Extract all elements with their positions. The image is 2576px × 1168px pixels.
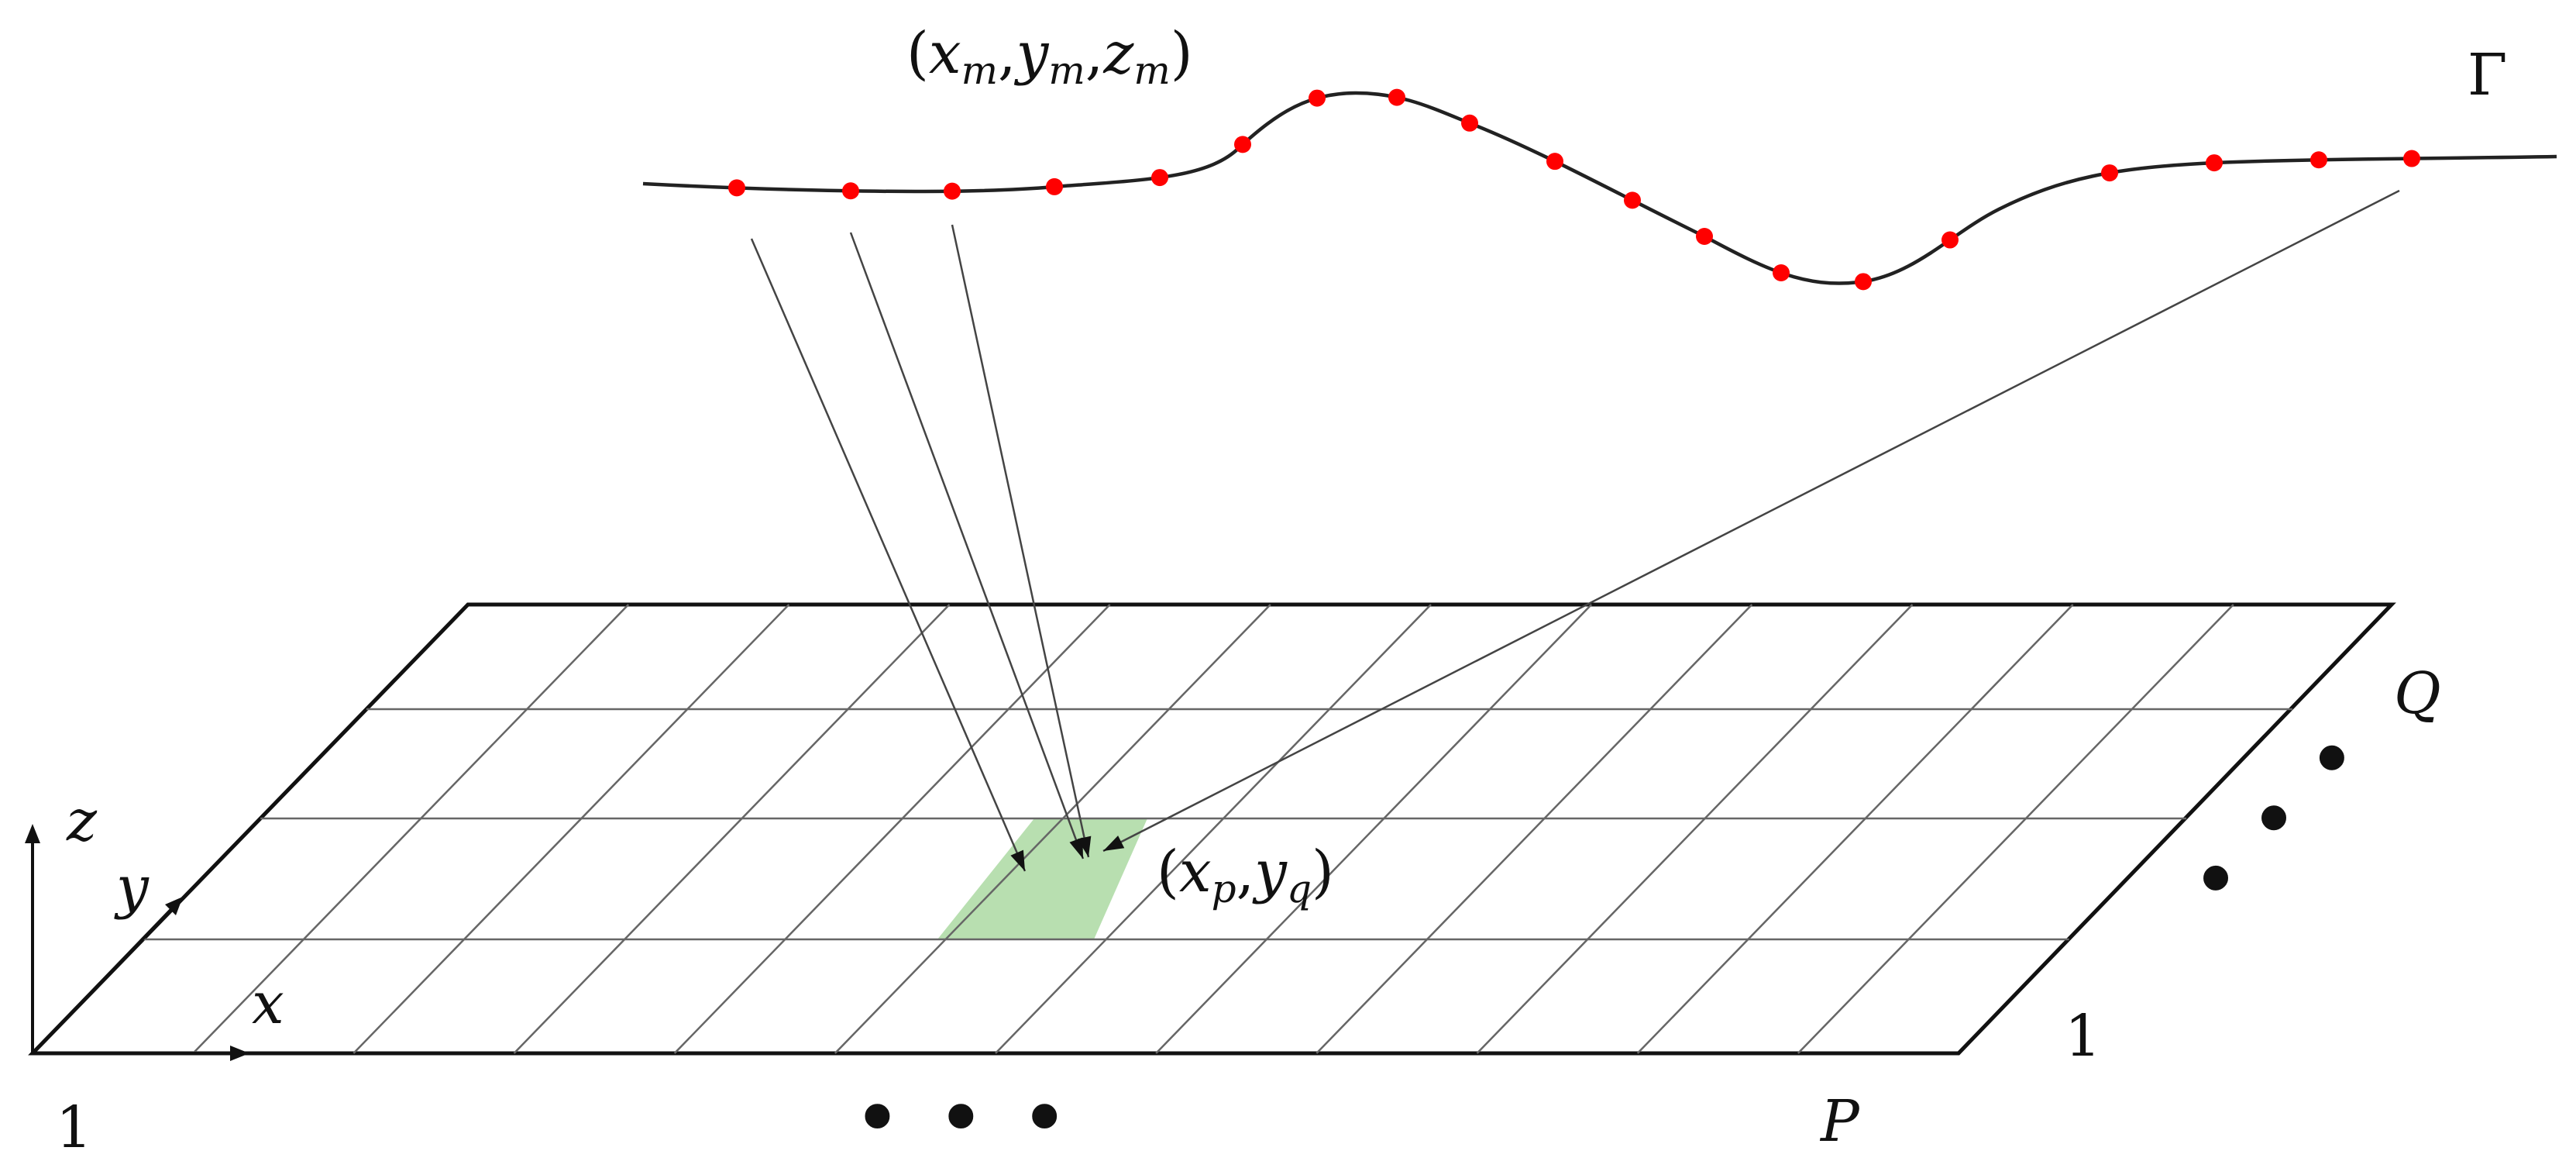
- curve-sample-point: [2309, 151, 2327, 169]
- curve-sample-point: [1308, 89, 1326, 107]
- x-ellipsis: • • •: [852, 1069, 1073, 1168]
- projection-ray-arrowhead: [1069, 837, 1083, 859]
- grid-column-line: [1797, 604, 2234, 1054]
- y-start-label: 1: [2065, 1003, 2102, 1070]
- grid-column-line: [995, 604, 1432, 1054]
- curve-point-label: (xm,ym,zm): [906, 20, 1193, 93]
- curve-sample-point: [1045, 177, 1063, 195]
- curve-sample-point: [727, 179, 745, 197]
- curve-sample-point: [841, 182, 859, 200]
- curve-sample-point: [1388, 88, 1405, 106]
- axes: [25, 824, 249, 1061]
- grid-lines: [143, 604, 2292, 1054]
- curve-sample-point: [1695, 227, 1713, 245]
- grid-column-line: [1476, 604, 1914, 1054]
- cell-label: (xp,yq): [1157, 839, 1334, 911]
- grid-column-line: [1636, 604, 2074, 1054]
- grid-column-line: [1155, 604, 1593, 1054]
- curve-sample-points: [727, 88, 2420, 291]
- x-end-label: P: [1821, 1088, 1859, 1155]
- projection-ray: [951, 224, 1090, 858]
- projection-ray-arrowhead: [1077, 836, 1092, 857]
- projection-rays: [750, 189, 2400, 872]
- curve-sample-point: [943, 182, 961, 200]
- y-axis-arrowhead: [165, 897, 183, 915]
- curve-sample-point: [1941, 231, 1959, 249]
- curve-sample-point: [1623, 191, 1641, 209]
- curve-sample-point: [1150, 169, 1168, 187]
- curve-sample-point: [1460, 114, 1478, 132]
- curve-gamma: [642, 91, 2557, 285]
- y-axis: [31, 904, 177, 1055]
- curve-sample-point: [1772, 264, 1790, 282]
- origin-label: 1: [56, 1094, 93, 1161]
- z-axis-label: z: [67, 787, 97, 854]
- curve-sample-point: [2100, 164, 2118, 182]
- projection-ray-arrowhead: [1103, 836, 1125, 851]
- curve-sample-point: [2402, 150, 2420, 167]
- projection-ray: [1102, 189, 2400, 853]
- grid-column-line: [673, 604, 1111, 1054]
- curve-sample-point: [2205, 154, 2223, 172]
- x-axis-label: x: [252, 970, 284, 1037]
- y-end-label: Q: [2394, 660, 2441, 727]
- y-axis-label: y: [116, 854, 149, 921]
- curve-sample-point: [1233, 136, 1251, 153]
- projection-ray-arrowhead: [1010, 849, 1025, 871]
- projection-ray: [750, 238, 1027, 872]
- grid-column-line: [1316, 604, 1753, 1054]
- curve-sample-point: [1546, 153, 1563, 171]
- highlighted-cell: [937, 818, 1147, 939]
- z-axis-arrowhead: [25, 824, 40, 843]
- grid-column-line: [513, 604, 951, 1054]
- projection-ray: [849, 232, 1085, 860]
- x-axis-arrowhead: [230, 1046, 249, 1061]
- grid-column-line: [353, 604, 790, 1054]
- curve-sample-point: [1854, 273, 1872, 291]
- grid-column-line: [192, 604, 630, 1054]
- grid-column-line: [834, 604, 1271, 1054]
- curve-name-label: Γ: [2468, 42, 2508, 109]
